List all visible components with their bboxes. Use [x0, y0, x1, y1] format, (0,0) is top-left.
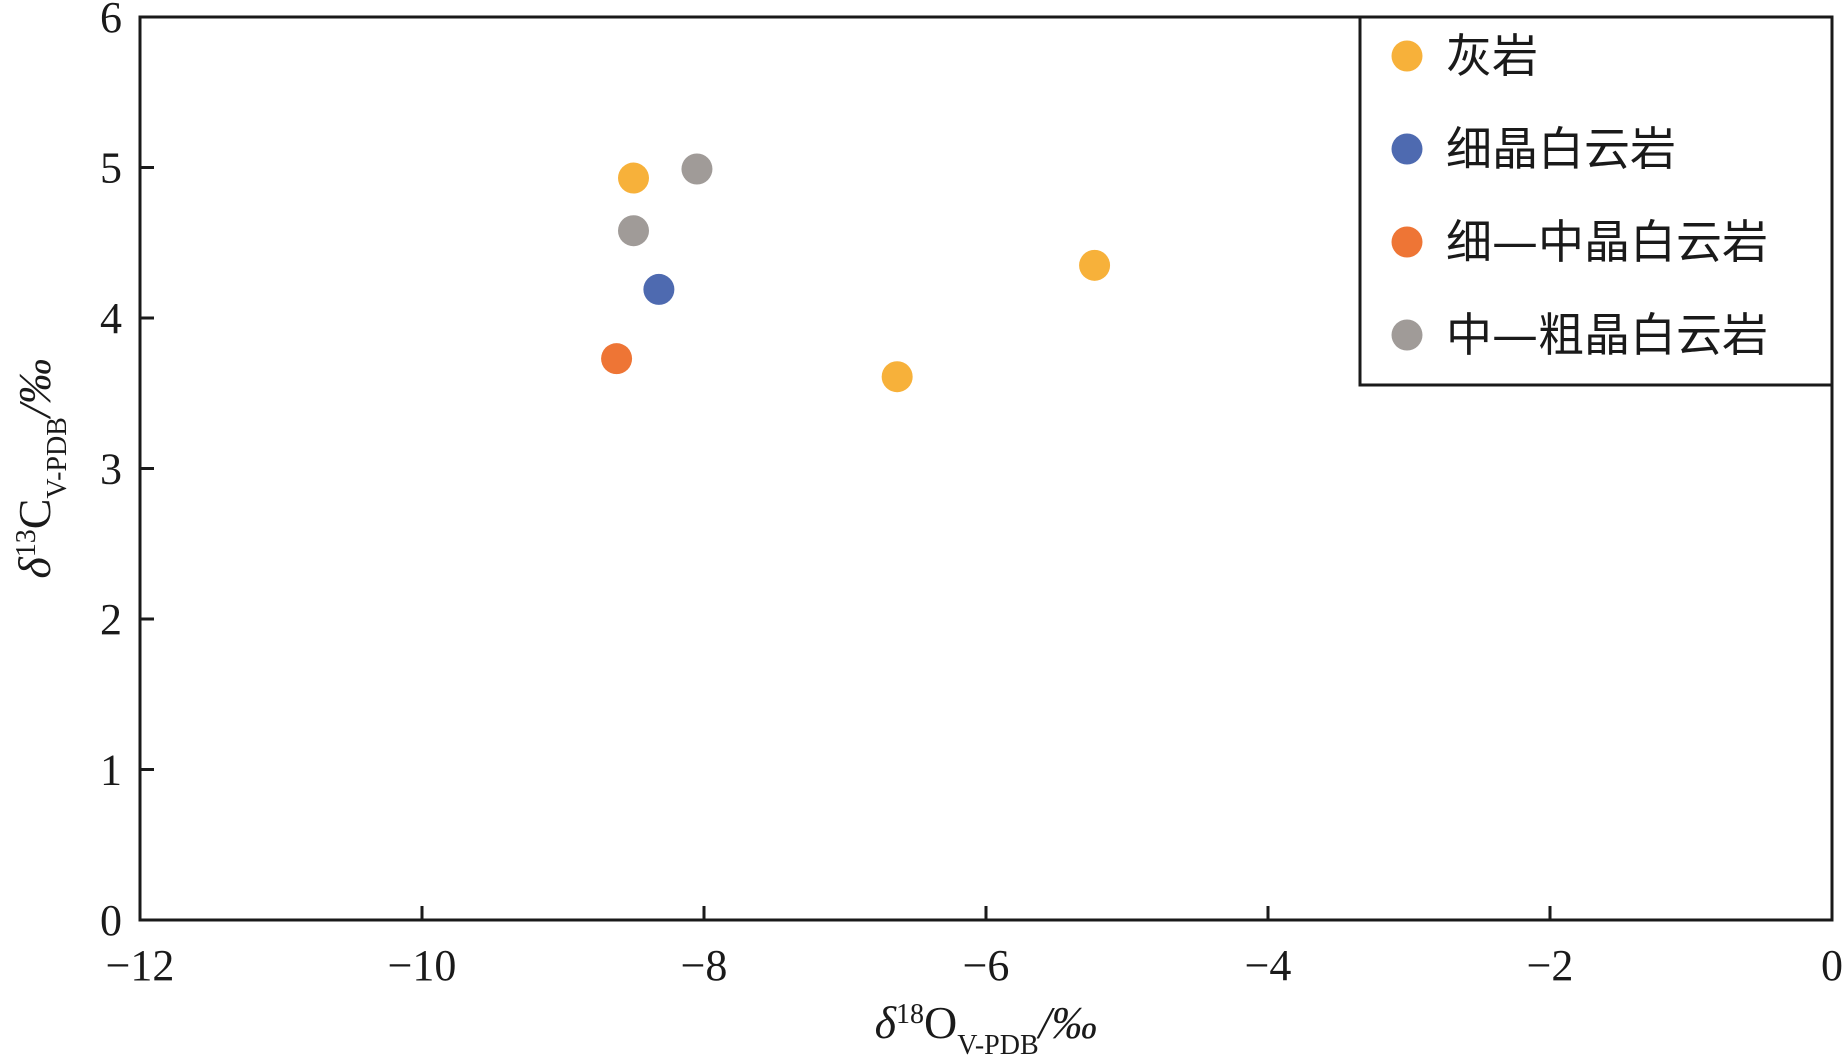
- y-tick-label: 6: [100, 0, 122, 42]
- data-point[interactable]: [618, 215, 649, 247]
- legend-marker: [1391, 133, 1423, 165]
- x-tick-label: −8: [681, 941, 728, 990]
- data-point[interactable]: [643, 273, 675, 305]
- x-tick-label: −6: [963, 941, 1010, 990]
- legend-marker: [1391, 40, 1423, 72]
- axis-label-part: V-PDB: [957, 1030, 1038, 1055]
- legend-box: [1358, 15, 1834, 387]
- data-point[interactable]: [681, 153, 713, 185]
- legend-entry-label: 中—粗晶白云岩: [1446, 308, 1768, 362]
- y-tick-label: 1: [100, 746, 122, 795]
- y-tick-label: 0: [100, 896, 122, 945]
- x-tick-label: −12: [106, 941, 175, 990]
- data-point[interactable]: [1079, 249, 1111, 281]
- y-tick-label: 5: [100, 144, 122, 193]
- y-tick-label: 4: [100, 294, 122, 343]
- axis-label-part: δ: [9, 557, 60, 579]
- axis-label-part: V-PDB: [42, 417, 73, 498]
- axis-label-part: 18: [896, 999, 924, 1030]
- legend-marker: [1391, 319, 1423, 351]
- y-tick-label: 3: [100, 445, 122, 494]
- x-tick-label: −10: [388, 941, 457, 990]
- x-axis-label: δ18OV-PDB/‰: [875, 997, 1098, 1055]
- axis-label-part: /‰: [9, 358, 60, 420]
- x-tick-label: 0: [1821, 941, 1843, 990]
- y-tick-label: 2: [100, 595, 122, 644]
- data-point[interactable]: [601, 343, 633, 375]
- x-tick-label: −2: [1527, 941, 1574, 990]
- axis-label-part: C: [9, 499, 60, 530]
- axis-label-part: /‰: [1036, 997, 1098, 1048]
- axis-label-part: δ: [875, 997, 897, 1048]
- data-point[interactable]: [618, 162, 649, 194]
- axis-label-part: 13: [11, 529, 42, 557]
- legend-entry-label: 细晶白云岩: [1446, 122, 1676, 176]
- legend-entry-label: 灰岩: [1446, 29, 1538, 83]
- axis-label-part: O: [924, 997, 957, 1048]
- x-tick-label: −4: [1245, 941, 1292, 990]
- y-axis-label: δ13CV-PDB/‰: [9, 358, 73, 578]
- legend-entry-label: 细—中晶白云岩: [1446, 215, 1768, 269]
- data-point[interactable]: [881, 361, 913, 393]
- legend-marker: [1391, 226, 1423, 258]
